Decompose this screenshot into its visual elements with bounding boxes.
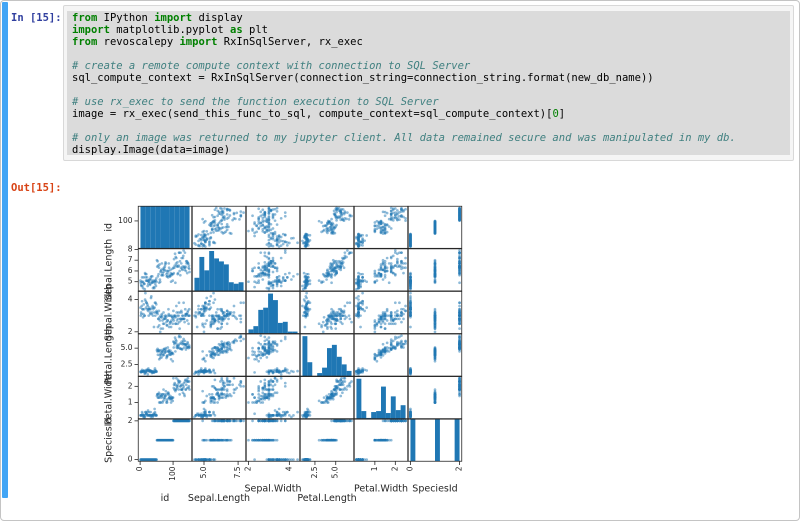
code-line xyxy=(72,120,785,132)
scatter-matrix-plot xyxy=(96,189,471,511)
code-line: from revoscalepy import RxInSqlServer, r… xyxy=(72,36,363,48)
code-line: image = rx_exec(send_this_func_to_sql, c… xyxy=(72,108,566,120)
code-line xyxy=(72,84,785,96)
code-editor[interactable]: from IPython import display import matplo… xyxy=(63,5,794,161)
code-line: display.Image(data=image) xyxy=(72,144,231,155)
selected-cell-indicator xyxy=(2,2,8,498)
output-prompt: Out[15]: xyxy=(11,182,62,194)
output-plot-image xyxy=(96,189,471,511)
code-text-area[interactable]: from IPython import display import matplo… xyxy=(67,11,790,155)
code-line: import matplotlib.pyplot as plt xyxy=(72,24,268,36)
code-line: sql_compute_context = RxInSqlServer(conn… xyxy=(72,72,654,84)
code-line xyxy=(72,48,785,60)
code-line: # only an image was returned to my jupyt… xyxy=(72,132,736,144)
code-line: # use rx_exec to send the function execu… xyxy=(72,96,439,108)
code-line: # create a remote compute context with c… xyxy=(72,60,471,72)
input-prompt: In [15]: xyxy=(11,12,62,24)
code-line: from IPython import display xyxy=(72,12,243,24)
